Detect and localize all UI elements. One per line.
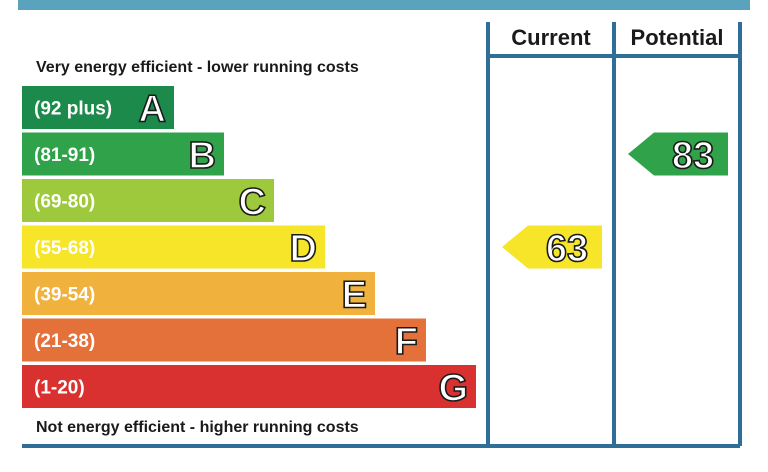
band-e-bar <box>22 272 375 315</box>
potential-rating-arrow-value: 83 <box>672 135 714 177</box>
band-g-bar <box>22 365 476 408</box>
band-g: (1-20) G <box>22 365 476 410</box>
band-a: (92 plus) A <box>22 86 174 131</box>
band-a-letter: A <box>139 89 166 131</box>
band-b-range: (81-91) <box>34 145 95 166</box>
band-d-range: (55-68) <box>34 238 95 259</box>
band-c-range: (69-80) <box>34 192 95 213</box>
band-b-bar <box>22 132 224 176</box>
current-rating-arrow: 63 <box>502 225 602 271</box>
band-b-letter: B <box>189 135 216 177</box>
bottom-caption: Not energy efficient - higher running co… <box>36 419 359 436</box>
rating-bands: (92 plus) A(81-91) B(69-80) C(55-68) D(39-54… <box>22 86 476 410</box>
band-c: (69-80) C <box>22 179 274 224</box>
current-rating-arrow-shape <box>502 225 602 269</box>
band-d-letter: D <box>290 228 317 270</box>
rating-arrows: 63 83 <box>502 132 728 271</box>
top-header-bar <box>18 0 750 10</box>
band-f-letter: F <box>395 321 418 363</box>
top-caption: Very energy efficient - lower running co… <box>36 59 359 76</box>
band-a-range: (92 plus) <box>34 99 112 120</box>
rating-columns-frame <box>22 22 742 448</box>
band-b: (81-91) B <box>22 132 224 178</box>
band-g-letter: G <box>438 368 468 410</box>
current-rating-arrow-value: 63 <box>546 228 588 270</box>
band-d-bar <box>22 225 325 269</box>
band-e: (39-54) E <box>22 272 375 317</box>
potential-column-header: Potential <box>631 25 724 50</box>
band-f: (21-38) F <box>22 318 426 364</box>
band-d: (55-68) D <box>22 225 325 271</box>
current-column-header: Current <box>511 25 591 50</box>
band-c-bar <box>22 179 274 222</box>
band-e-letter: E <box>342 275 367 317</box>
band-c-letter: C <box>239 182 266 224</box>
potential-rating-arrow: 83 <box>628 132 728 178</box>
band-a-bar <box>22 86 174 129</box>
band-e-range: (39-54) <box>34 285 95 306</box>
band-f-bar <box>22 318 426 362</box>
potential-rating-arrow-shape <box>628 132 728 176</box>
band-g-range: (1-20) <box>34 378 85 399</box>
band-f-range: (21-38) <box>34 331 95 352</box>
